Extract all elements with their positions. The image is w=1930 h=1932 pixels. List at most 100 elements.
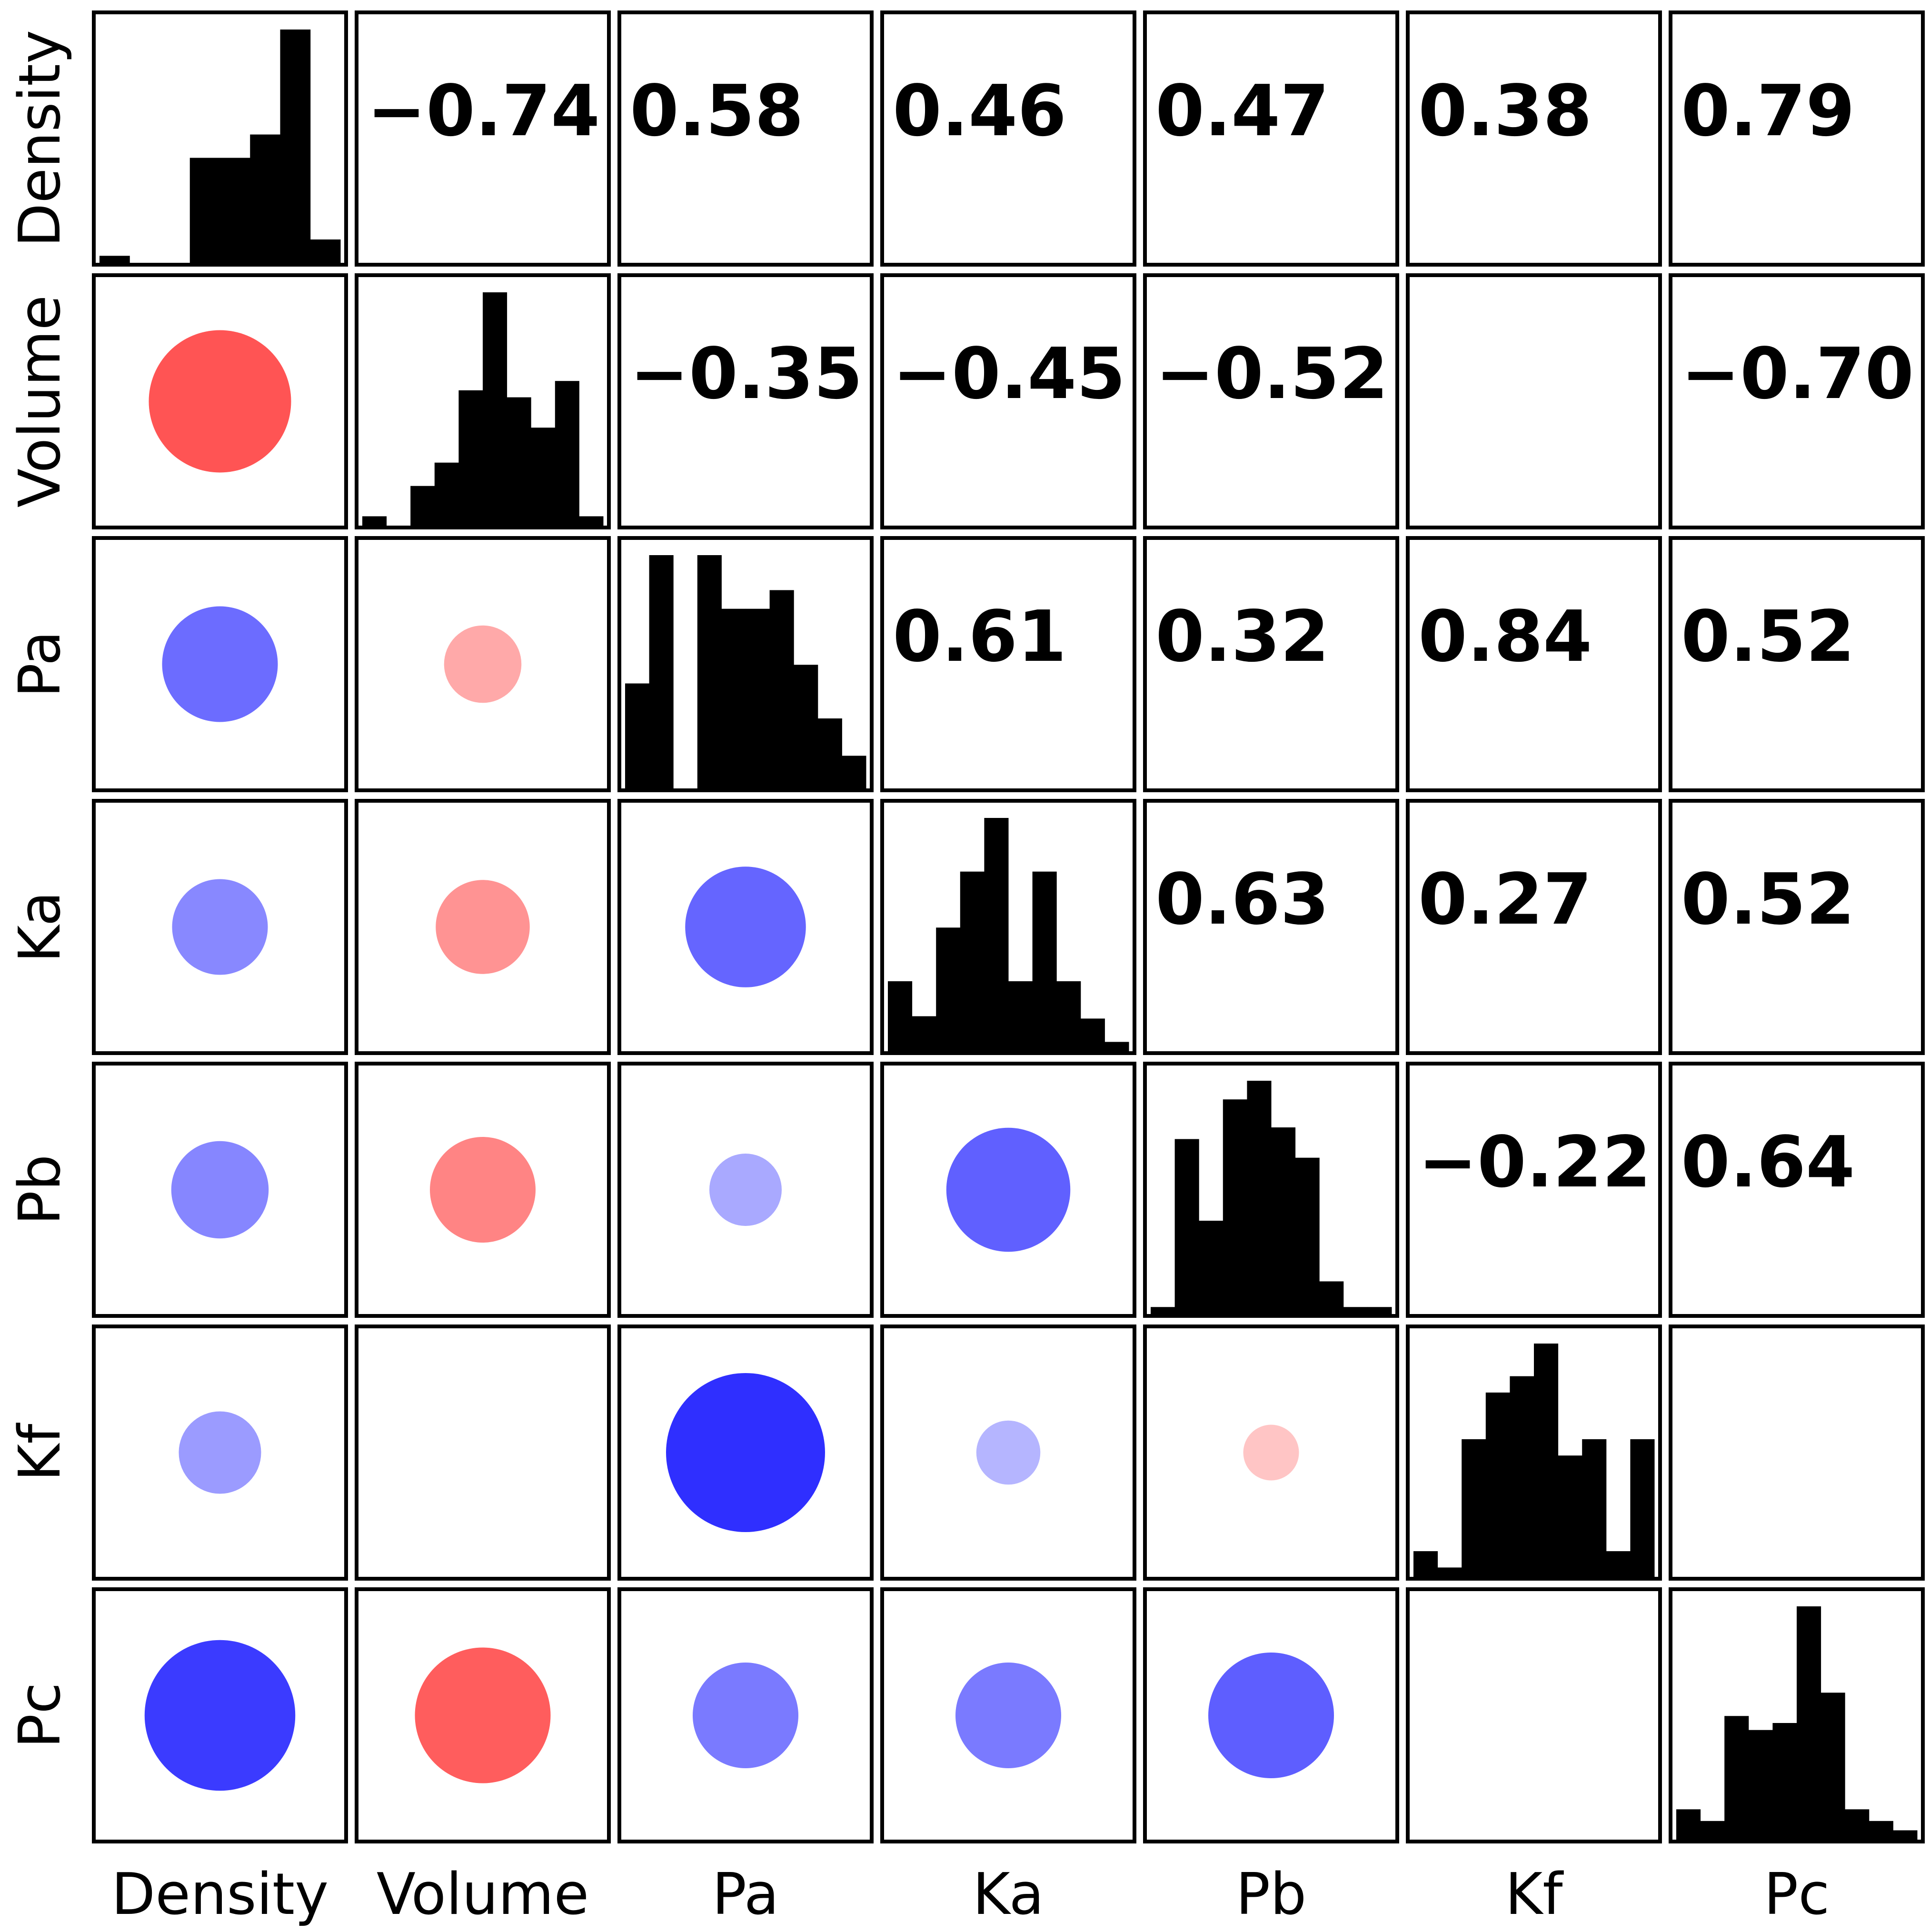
panel-volume-ka: −0.45 [880,273,1136,529]
panel-density-pc: 0.79 [1669,10,1925,267]
correlation-value: 0.38 [1418,70,1592,152]
panel-volume-pa: −0.35 [617,273,874,529]
panel-pc-density [92,1587,348,1843]
correlation-value: 0.79 [1681,70,1855,152]
histogram-bar [1724,1716,1749,1840]
histogram-bar [794,665,818,788]
panel-pb-pb [1143,1062,1399,1318]
histogram-bar [1413,1551,1438,1577]
panel-ka-ka [880,799,1136,1055]
histogram-bar [579,516,604,526]
histogram-bar [220,158,250,263]
histogram-bar [1606,1551,1631,1577]
panel-density-pb: 0.47 [1143,10,1399,267]
y-label-pb: Pb [7,1155,73,1225]
panel-pa-ka: 0.61 [880,536,1136,792]
panel-pa-density [92,536,348,792]
panel-ka-pc: 0.52 [1669,799,1925,1055]
histogram-bar [1247,1081,1272,1314]
histogram-bar [1032,871,1057,1051]
panel-kf-ka [880,1325,1136,1581]
panel-pc-ka [880,1587,1136,1843]
correlation-value: −0.22 [1418,1121,1651,1203]
histogram-bar [507,397,531,526]
x-label-volume: Volume [377,1862,589,1928]
correlation-circle [430,1137,536,1243]
panel-pb-pc: 0.64 [1669,1062,1925,1318]
histogram-bar [250,134,280,263]
histogram-bar [483,292,507,526]
panel-ka-volume [355,799,611,1055]
panel-frame [880,273,1136,529]
panel-volume-volume [355,273,611,529]
x-axis-labels: Density Volume Pa Ka Pb Kf Pc [111,1862,1830,1928]
x-label-ka: Ka [973,1862,1044,1928]
panel-frame [617,273,874,529]
histogram-bar [1893,1830,1918,1840]
histogram-bar [1748,1730,1773,1840]
histogram-bar [912,1016,936,1051]
y-label-kf: Kf [7,1423,73,1482]
correlation-value: 0.27 [1418,858,1592,940]
panel-frame [355,536,611,792]
correlation-value: 0.84 [1418,596,1592,677]
histogram-bar [1271,1127,1296,1314]
histogram-bar [280,30,311,263]
correlation-value: −0.45 [893,333,1125,415]
panel-pa-pa [617,536,874,792]
y-label-density: Density [7,30,73,247]
panel-kf-kf [1406,1325,1662,1581]
panel-frame [880,536,1136,792]
panel-frame [1143,10,1399,267]
panel-pa-volume [355,536,611,792]
panel-density-volume: −0.74 [355,10,611,267]
correlation-circle [976,1420,1041,1485]
histogram-bar [434,462,459,526]
panel-frame [1669,1062,1925,1318]
panel-pa-kf: 0.84 [1406,536,1662,792]
panel-frame [355,799,611,1055]
histogram-bar [1199,1221,1224,1314]
correlation-circle [666,1373,825,1532]
histogram-bar [936,927,961,1051]
y-label-pa: Pa [7,631,73,698]
histogram-bar [1630,1439,1655,1577]
histogram-bar [1485,1392,1510,1577]
panel-frame [1406,799,1662,1055]
histogram-bar [746,608,770,788]
histogram-bar [1676,1809,1701,1840]
histogram-bar [1367,1307,1392,1314]
panel-frame [1669,1325,1925,1581]
correlation-value: 0.63 [1155,858,1329,940]
y-label-pc: Pc [7,1683,73,1748]
correlation-circle [685,866,806,987]
correlation-value: 0.52 [1681,596,1855,677]
histogram-bar [1845,1809,1870,1840]
histogram-bar [310,239,341,263]
panel-pc-volume [355,1587,611,1843]
x-label-density: Density [111,1862,328,1928]
histogram-bar [984,818,1009,1051]
panel-kf-pa [617,1325,874,1581]
correlation-circle [179,1411,261,1494]
panel-frame [1406,536,1662,792]
panel-pc-pa [617,1587,874,1843]
correlation-value: −0.35 [630,333,863,415]
correlation-value: 0.32 [1155,596,1329,677]
panel-frame [355,10,611,267]
panel-frame [617,10,874,267]
correlation-value: −0.70 [1681,333,1914,415]
panel-frame [1669,10,1925,267]
correlation-circle [171,1141,269,1239]
panel-density-ka: 0.46 [880,10,1136,267]
x-label-pa: Pa [712,1862,779,1928]
x-label-kf: Kf [1505,1862,1564,1928]
histogram-bar [1558,1455,1582,1577]
histogram-bar [1462,1439,1486,1577]
panel-frame [1143,273,1399,529]
histogram-bar [189,158,220,263]
histogram-bar [99,256,130,263]
correlation-value: 0.64 [1681,1121,1855,1203]
histogram-bar [888,981,913,1051]
